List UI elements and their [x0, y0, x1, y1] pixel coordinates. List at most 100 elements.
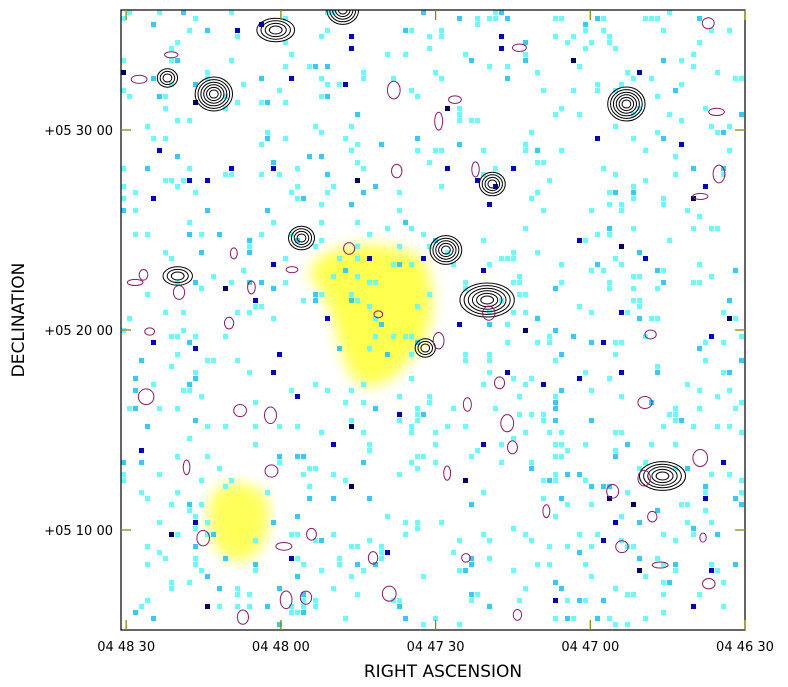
noise-pixel	[661, 562, 666, 567]
negative-contour	[512, 609, 523, 621]
noise-pixel	[631, 136, 636, 141]
noise-pixel	[487, 538, 492, 543]
noise-pixel	[421, 574, 426, 579]
noise-pixel	[715, 226, 720, 231]
noise-pixel	[535, 316, 540, 321]
noise-pixel	[487, 352, 492, 357]
noise-pixel	[295, 454, 300, 459]
noise-pixel	[121, 70, 126, 75]
noise-pixel	[499, 34, 504, 39]
noise-pixel	[361, 70, 366, 75]
noise-pixel	[577, 304, 582, 309]
noise-pixel	[271, 520, 276, 525]
noise-pixel	[457, 112, 462, 117]
noise-pixel	[481, 148, 486, 153]
noise-pixel	[493, 10, 498, 15]
noise-pixel	[133, 406, 138, 411]
noise-pixel	[637, 466, 642, 471]
noise-pixel	[367, 346, 372, 351]
noise-pixel	[217, 586, 222, 591]
noise-pixel	[697, 346, 702, 351]
noise-pixel	[643, 574, 648, 579]
noise-pixel	[295, 610, 300, 615]
noise-pixel	[229, 10, 234, 15]
noise-pixel	[595, 136, 600, 141]
noise-pixel	[715, 70, 720, 75]
noise-pixel	[403, 616, 408, 621]
noise-pixel	[367, 442, 372, 447]
noise-pixel	[355, 544, 360, 549]
negative-contour	[247, 280, 256, 295]
noise-pixel	[553, 112, 558, 117]
noise-pixel	[301, 610, 306, 615]
negative-contour	[507, 440, 518, 455]
noise-pixel	[349, 298, 354, 303]
noise-pixel	[631, 76, 636, 81]
noise-pixel	[517, 292, 522, 297]
noise-pixel	[547, 562, 552, 567]
noise-pixel	[733, 76, 738, 81]
negative-contour	[512, 43, 527, 53]
noise-pixel	[193, 526, 198, 531]
noise-pixel	[319, 568, 324, 573]
noise-pixel	[559, 496, 564, 501]
noise-pixel	[409, 28, 414, 33]
noise-pixel	[181, 178, 186, 183]
noise-pixel	[511, 568, 516, 573]
noise-pixel	[313, 598, 318, 603]
noise-pixel	[541, 208, 546, 213]
noise-pixel	[187, 232, 192, 237]
noise-pixel	[667, 412, 672, 417]
negative-contour	[137, 388, 155, 406]
noise-pixel	[205, 574, 210, 579]
noise-pixel	[487, 64, 492, 69]
noise-pixel	[553, 514, 558, 519]
noise-pixel	[361, 190, 366, 195]
noise-pixel	[289, 604, 294, 609]
noise-pixel	[619, 394, 624, 399]
noise-pixel	[439, 520, 444, 525]
noise-pixel	[139, 358, 144, 363]
noise-pixel	[313, 244, 318, 249]
noise-pixel	[439, 76, 444, 81]
noise-pixel	[271, 262, 276, 267]
noise-pixel	[415, 94, 420, 99]
noise-pixel	[121, 166, 126, 171]
noise-pixel	[415, 304, 420, 309]
noise-pixel	[631, 544, 636, 549]
noise-pixel	[289, 232, 294, 237]
noise-pixel	[349, 148, 354, 153]
noise-pixel	[235, 586, 240, 591]
noise-pixel	[487, 310, 492, 315]
noise-pixel	[679, 58, 684, 63]
noise-pixel	[403, 532, 408, 537]
noise-pixel	[373, 406, 378, 411]
noise-pixel	[397, 604, 402, 609]
noise-pixel	[301, 604, 306, 609]
noise-pixel	[457, 568, 462, 573]
noise-pixel	[673, 538, 678, 543]
noise-pixel	[175, 454, 180, 459]
negative-contour	[130, 74, 148, 84]
noise-pixel	[229, 478, 234, 483]
noise-pixel	[607, 484, 612, 489]
noise-pixel	[415, 520, 420, 525]
noise-pixel	[283, 40, 288, 45]
noise-pixel	[457, 322, 462, 327]
noise-pixel	[355, 244, 360, 249]
noise-pixel	[589, 544, 594, 549]
noise-pixel	[193, 190, 198, 195]
noise-pixel	[559, 388, 564, 393]
noise-pixel	[355, 160, 360, 165]
noise-pixel	[295, 514, 300, 519]
noise-pixel	[175, 532, 180, 537]
noise-pixel	[469, 502, 474, 507]
noise-pixel	[733, 496, 738, 501]
contour-layer	[126, 10, 726, 625]
noise-pixel	[343, 400, 348, 405]
noise-pixel	[397, 472, 402, 477]
noise-pixel	[709, 226, 714, 231]
negative-contour	[386, 80, 401, 100]
noise-pixel	[193, 346, 198, 351]
noise-pixel	[121, 58, 126, 63]
